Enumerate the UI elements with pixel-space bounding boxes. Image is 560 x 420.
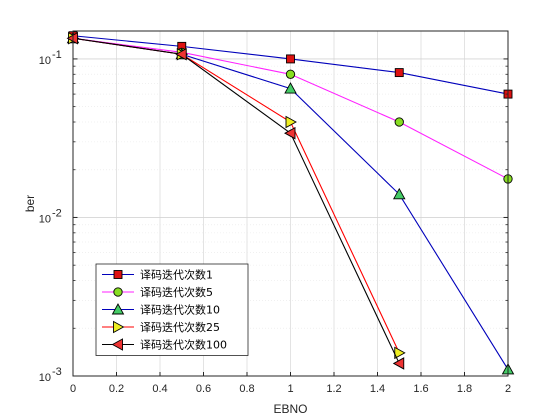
data-point <box>394 68 404 78</box>
x-tick-label: 1.2 <box>326 383 341 395</box>
legend-entry: 译码迭代次数10 <box>102 303 220 317</box>
y-tick-label: 10 <box>39 55 51 67</box>
x-tick-label: 1.8 <box>457 383 472 395</box>
y-tick-base: 10 <box>39 213 51 225</box>
legend-entry: 译码迭代次数5 <box>102 285 213 299</box>
legend-label: 译码迭代次数100 <box>140 338 227 352</box>
x-tick-label: 0 <box>70 383 76 395</box>
y-tick-base: 10 <box>39 372 51 384</box>
legend: 译码迭代次数1 译码迭代次数5 译码迭代次数10 译码迭代次数25 译码迭代次数100 <box>95 263 249 356</box>
series-layer <box>66 31 515 375</box>
data-point <box>394 117 404 127</box>
data-point <box>285 115 297 129</box>
x-tick-label: 0.4 <box>152 383 167 395</box>
y-tick-label: 10 <box>39 372 51 384</box>
ticks: 0 0.2 0.4 0.6 0.8 1 1.2 1.4 1.6 1.8 210-310-210-1 <box>39 49 511 395</box>
y-tick-exponent: -3 <box>52 366 62 378</box>
data-point <box>392 187 406 200</box>
x-tick-label: 2 <box>505 383 511 395</box>
data-point <box>286 54 295 64</box>
x-tick-label: 0.2 <box>109 383 124 395</box>
legend-label: 译码迭代次数25 <box>140 320 220 334</box>
legend-entry: 译码迭代次数1 <box>102 268 213 282</box>
series-line <box>72 37 400 364</box>
legend-label: 译码迭代次数1 <box>140 268 213 282</box>
legend-label: 译码迭代次数10 <box>140 303 220 317</box>
x-tick-label: 1 <box>287 383 293 395</box>
data-point <box>392 357 405 370</box>
x-axis-label: EBNO <box>273 402 307 416</box>
y-axis-label: ber <box>23 195 37 212</box>
legend-entry: 译码迭代次数25 <box>102 320 220 334</box>
legend-marker <box>113 270 123 279</box>
data-point <box>175 47 187 61</box>
legend-marker <box>113 320 125 334</box>
x-tick-label: 0.6 <box>196 383 211 395</box>
y-tick-exponent: -2 <box>52 207 62 219</box>
data-point <box>284 82 297 94</box>
x-tick-label: 1.4 <box>370 383 385 395</box>
y-tick-label: 10 <box>39 213 51 225</box>
data-point <box>285 69 296 79</box>
legend-marker <box>111 338 123 351</box>
legend-marker <box>113 287 123 297</box>
series-5 <box>66 31 405 370</box>
legend-label: 译码迭代次数5 <box>140 285 213 299</box>
x-tick-label: 0.8 <box>239 383 254 395</box>
x-tick-label: 1.6 <box>413 383 428 395</box>
legend-entry: 译码迭代次数100 <box>102 338 227 352</box>
data-point <box>284 126 296 140</box>
legend-marker <box>111 303 125 315</box>
y-tick-base: 10 <box>39 55 51 67</box>
y-tick-exponent: -1 <box>52 49 62 61</box>
